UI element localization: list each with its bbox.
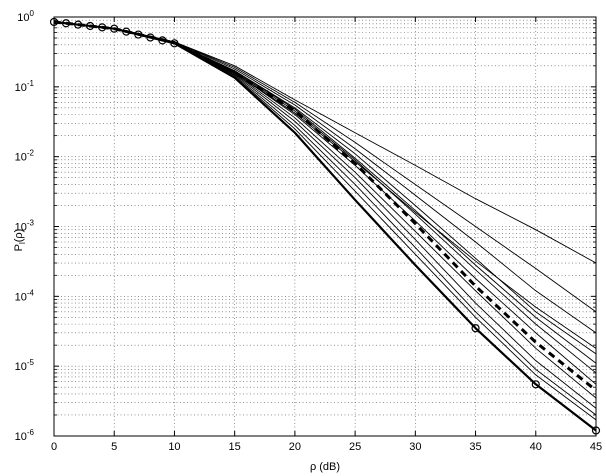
y-tick-label: 100 [17,9,34,24]
y-tick-label: 10-2 [15,149,35,164]
x-tick-label: 25 [349,441,361,453]
y-tick-label: 10-6 [15,428,35,443]
x-tick-label: 35 [469,441,481,453]
series-marker [531,380,540,389]
y-tick-label: 10-4 [15,288,35,303]
series-line-dashed [53,20,597,392]
x-tick-label: 30 [409,441,421,453]
series-line [53,21,597,399]
series-line [53,21,597,409]
y-axis-label: Pl(ρ) [13,229,27,252]
svg-text:Pl(ρ): Pl(ρ) [13,229,27,252]
x-tick-label: 40 [530,441,542,453]
x-tick-label: 45 [590,441,602,453]
series-line [53,21,597,349]
x-tick-label: 0 [51,441,57,453]
series-line [53,21,597,374]
series-line [53,21,597,385]
y-tick-label: 10-1 [15,79,35,94]
series-line [53,21,597,355]
grid [54,17,596,436]
ticks: 0 5 10 15 20 25 30 35 40 45 10-6 10-5 10-4 10-3 10-2 10… [15,9,603,453]
series-line [53,21,597,334]
x-tick-label: 10 [168,441,180,453]
y-tick-label: 10-3 [15,219,35,234]
y-tick-label: 10-5 [15,358,35,373]
series-group [49,17,601,435]
x-tick-label: 5 [111,441,117,453]
x-tick-label: 15 [229,441,241,453]
series-line [53,21,597,421]
series-line [53,21,597,264]
x-tick-label: 20 [289,441,301,453]
x-axis-label: ρ (dB) [310,461,340,473]
series-marker [471,324,480,333]
